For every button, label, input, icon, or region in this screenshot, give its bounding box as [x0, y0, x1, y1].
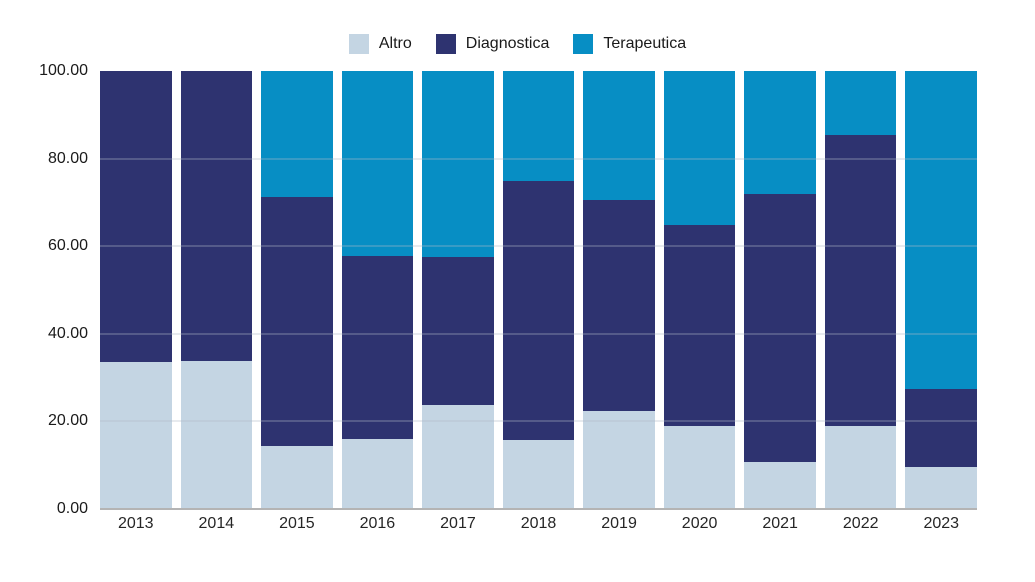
bar-segment-altro-2015: [261, 445, 333, 509]
bar-segment-altro-2023: [905, 467, 978, 509]
bar-segment-diagnostica-2022: [824, 134, 897, 427]
bar-2016: [341, 71, 414, 509]
bar-segment-diagnostica-2016: [341, 255, 414, 439]
bar-segment-altro-2013: [100, 362, 172, 509]
bar-segment-terapeutica-2022: [824, 71, 897, 135]
bar-segment-altro-2022: [824, 426, 897, 509]
bar-2013: [100, 71, 172, 509]
bar-segment-altro-2016: [341, 438, 414, 509]
bar-2017: [422, 71, 494, 509]
legend-item-terapeutica: Terapeutica: [573, 33, 686, 55]
legend-label: Altro: [378, 35, 412, 52]
bar-segment-diagnostica-2019: [583, 200, 655, 412]
bar-segment-diagnostica-2014: [180, 71, 253, 361]
bar-segment-altro-2018: [502, 439, 575, 509]
x-axis-labels: 2013 2014 2015 2016 2017 2018 2019 2020 2021 2022…: [100, 515, 977, 533]
bar-segment-terapeutica-2018: [502, 71, 575, 181]
bar-segment-terapeutica-2020: [663, 71, 736, 226]
y-tick-label-0: 0.00: [56, 500, 88, 517]
legend-swatch-altro: [348, 34, 369, 54]
x-tick-label-2014: 2014: [198, 515, 235, 532]
bar-segment-altro-2021: [744, 461, 816, 509]
bar-segment-terapeutica-2019: [583, 71, 655, 201]
x-tick-label-2015: 2015: [279, 515, 315, 532]
x-tick-label-2013: 2013: [117, 515, 154, 532]
y-tick-label-20: 20.00: [47, 412, 88, 430]
y-tick-label-60: 60.00: [47, 237, 88, 255]
x-axis-line: [100, 508, 977, 510]
bar-segment-altro-2014: [180, 360, 253, 509]
x-tick-label-2020: 2020: [681, 515, 718, 532]
bar-segment-diagnostica-2021: [744, 194, 816, 462]
bar-2019: [583, 71, 655, 509]
bar-segment-terapeutica-2016: [341, 71, 414, 256]
bar-2018: [502, 71, 575, 509]
bar-segment-altro-2020: [663, 425, 736, 509]
bar-segment-altro-2017: [422, 404, 494, 509]
bars-container: [100, 71, 978, 509]
x-tick-label-2021: 2021: [762, 515, 798, 532]
bar-2015: [261, 71, 333, 509]
bar-2021: [744, 71, 816, 509]
bar-segment-diagnostica-2015: [261, 196, 333, 446]
bar-segment-terapeutica-2023: [905, 71, 978, 389]
bar-segment-terapeutica-2017: [422, 71, 494, 258]
plot-area: [100, 71, 978, 509]
legend-swatch-terapeutica: [573, 34, 594, 54]
bar-2014: [180, 71, 253, 509]
x-tick-label-2017: 2017: [440, 515, 476, 532]
legend-swatch-diagnostica: [435, 34, 456, 54]
x-tick-label-2019: 2019: [601, 515, 637, 532]
bar-segment-diagnostica-2017: [422, 257, 494, 405]
bar-segment-diagnostica-2020: [663, 225, 736, 426]
x-tick-label-2018: 2018: [520, 515, 557, 532]
bar-segment-altro-2019: [583, 411, 655, 509]
x-tick-label-2016: 2016: [359, 515, 396, 532]
bar-2023: [905, 71, 978, 509]
bar-segment-diagnostica-2023: [905, 388, 978, 468]
bar-segment-terapeutica-2015: [261, 71, 333, 197]
y-tick-label-100: 100.00: [39, 62, 88, 79]
legend-label: Diagnostica: [465, 35, 550, 52]
bar-segment-diagnostica-2013: [100, 71, 172, 363]
legend-item-altro: Altro: [348, 33, 412, 55]
bar-2022: [824, 71, 897, 509]
y-tick-label-40: 40.00: [47, 324, 88, 342]
bar-2020: [663, 71, 736, 509]
legend-item-diagnostica: Diagnostica: [435, 33, 550, 55]
legend-label: Terapeutica: [603, 35, 687, 52]
x-tick-label-2023: 2023: [923, 515, 960, 532]
chart-legend: Altro Diagnostica Terapeutica: [0, 33, 1035, 55]
y-tick-label-80: 80.00: [47, 149, 88, 167]
x-tick-label-2022: 2022: [842, 515, 879, 532]
bar-segment-diagnostica-2018: [502, 180, 575, 440]
bar-segment-terapeutica-2021: [744, 71, 816, 195]
